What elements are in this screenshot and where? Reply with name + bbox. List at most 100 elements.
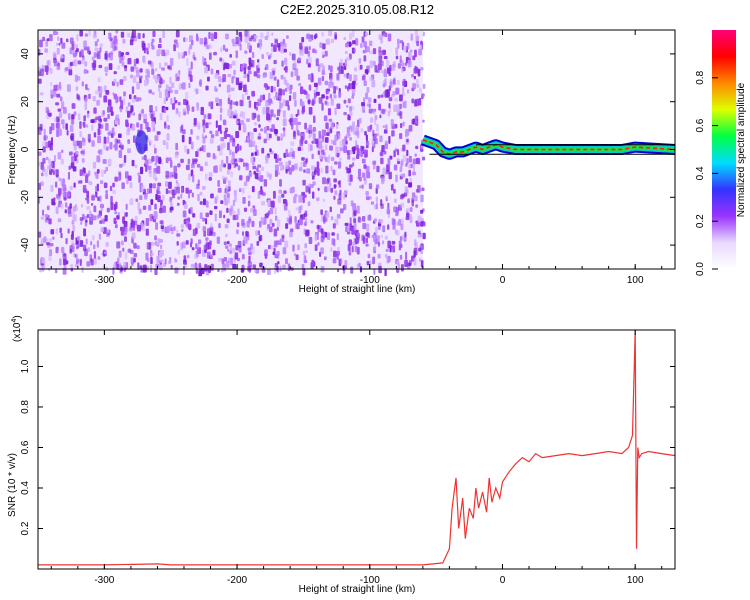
noise-speck (361, 215, 366, 222)
noise-speck (97, 196, 100, 202)
noise-speck (300, 161, 303, 170)
noise-speck (273, 76, 277, 81)
noise-speck (98, 92, 102, 98)
noise-speck (356, 246, 360, 255)
noise-speck (176, 229, 179, 233)
noise-speck (71, 156, 75, 164)
noise-speck (375, 187, 378, 194)
noise-speck (333, 94, 337, 99)
noise-speck (74, 204, 78, 209)
colorbar-tick-label: 0.2 (695, 214, 706, 228)
noise-speck (272, 190, 276, 199)
noise-speck (80, 203, 84, 208)
noise-speck (192, 213, 196, 218)
noise-speck (229, 245, 233, 253)
noise-speck (199, 166, 204, 172)
noise-speck (221, 268, 224, 273)
noise-speck (358, 58, 362, 64)
noise-speck (81, 158, 85, 163)
noise-speck (150, 199, 154, 206)
noise-speck (159, 204, 163, 210)
noise-speck (304, 140, 308, 144)
noise-speck (325, 88, 328, 95)
noise-speck (311, 140, 315, 144)
noise-speck (159, 220, 164, 225)
noise-speck (216, 236, 221, 244)
noise-speck (252, 264, 256, 270)
noise-speck (293, 253, 296, 257)
noise-speck (122, 247, 125, 252)
noise-speck (301, 191, 306, 196)
noise-speck (45, 106, 49, 114)
noise-speck (194, 262, 198, 269)
noise-speck (234, 109, 237, 116)
noise-speck (213, 32, 218, 39)
noise-speck (320, 149, 325, 156)
noise-speck (188, 191, 191, 199)
noise-speck (74, 253, 78, 259)
noise-speck (194, 158, 198, 163)
noise-speck (62, 191, 66, 198)
noise-speck (307, 201, 311, 207)
noise-speck (334, 190, 338, 196)
noise-speck (100, 203, 103, 212)
noise-speck (69, 47, 73, 55)
noise-speck (178, 52, 181, 59)
noise-speck (212, 249, 216, 256)
noise-speck (350, 266, 354, 274)
noise-speck (384, 268, 387, 277)
noise-speck (209, 130, 213, 134)
noise-speck (418, 258, 422, 262)
noise-speck (267, 55, 271, 60)
noise-speck (86, 113, 90, 118)
noise-speck (384, 124, 388, 131)
noise-speck (105, 72, 108, 76)
noise-speck (42, 146, 46, 153)
noise-speck (164, 123, 167, 129)
noise-speck (121, 182, 125, 190)
noise-speck (321, 76, 325, 82)
noise-speck (44, 48, 48, 53)
noise-speck (38, 129, 42, 135)
noise-speck (202, 56, 205, 64)
noise-speck (42, 36, 46, 42)
noise-speck (147, 258, 150, 263)
noise-speck (263, 179, 268, 187)
noise-speck (343, 73, 346, 78)
noise-speck (116, 81, 119, 87)
noise-speck (351, 81, 356, 90)
noise-speck (169, 198, 172, 203)
noise-speck (140, 184, 145, 193)
noise-speck (41, 257, 46, 264)
noise-speck (395, 174, 398, 183)
noise-speck (129, 182, 133, 189)
noise-speck (127, 175, 132, 181)
noise-speck (403, 192, 408, 197)
noise-speck (57, 218, 62, 223)
noise-speck (420, 221, 424, 227)
noise-speck (366, 171, 371, 179)
noise-speck (400, 122, 403, 129)
noise-speck (58, 177, 62, 182)
noise-speck (285, 258, 288, 265)
noise-speck (56, 64, 61, 70)
noise-speck (241, 231, 245, 236)
noise-speck (177, 249, 181, 255)
noise-speck (272, 222, 275, 227)
noise-speck (374, 65, 378, 73)
noise-speck (95, 191, 98, 198)
noise-speck (241, 93, 245, 101)
noise-speck (105, 190, 108, 194)
noise-speck (280, 165, 283, 171)
noise-speck (141, 108, 145, 114)
noise-speck (276, 240, 280, 246)
noise-speck (226, 218, 230, 224)
noise-speck (90, 241, 93, 246)
noise-speck (241, 218, 245, 226)
noise-speck (388, 72, 392, 77)
noise-speck (109, 142, 113, 150)
noise-speck (266, 268, 271, 276)
noise-speck (183, 218, 187, 225)
noise-speck (311, 171, 316, 177)
noise-speck (146, 242, 151, 250)
